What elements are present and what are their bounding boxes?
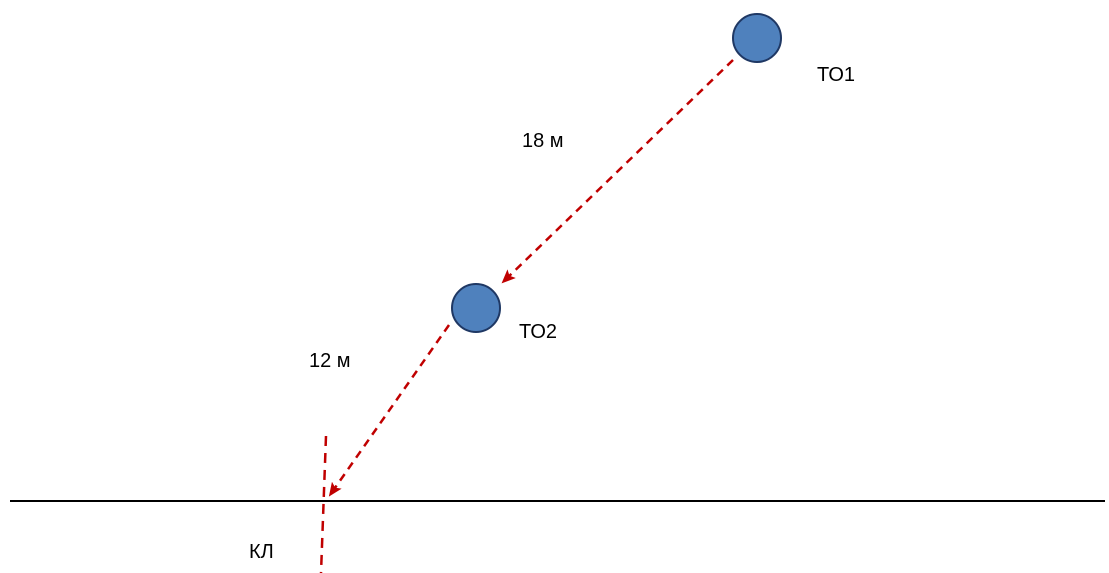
edge-to1-to2 (501, 59, 734, 284)
connection-marker-line (319, 435, 328, 573)
distance-label-to2-kl: 12 м (309, 350, 351, 372)
node-to2-label: ТО2 (519, 321, 557, 343)
node-to2 (451, 283, 501, 333)
cable-line-label: КЛ (249, 541, 274, 563)
edge-to2-kl (328, 324, 451, 497)
node-to1 (732, 13, 782, 63)
node-to1-label: ТО1 (817, 64, 855, 86)
distance-label-to1-to2: 18 м (522, 130, 564, 152)
